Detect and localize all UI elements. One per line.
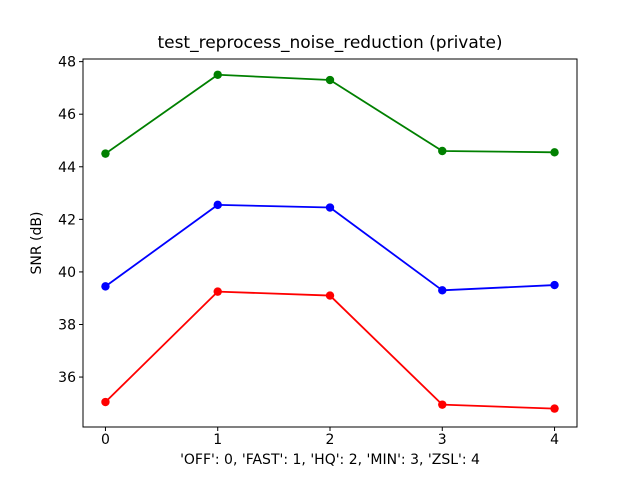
green-series-marker: [101, 149, 110, 158]
red-series-line: [104, 290, 556, 410]
blue-series-marker: [213, 200, 222, 210]
y-tick-label: 42: [58, 212, 76, 228]
green-series-line: [104, 73, 556, 155]
y-axis-ticks: 36 38 40 42 44 46 48: [58, 55, 83, 386]
green-series-marker: [325, 75, 335, 85]
x-tick-label: 4: [550, 432, 559, 448]
y-tick-label: 38: [58, 317, 76, 333]
x-axis-ticks: 0 1 2 3 4: [101, 427, 559, 448]
blue-series-marker: [325, 203, 335, 212]
x-tick-label: 2: [326, 432, 335, 448]
y-tick-label: 36: [58, 370, 76, 386]
x-tick-label: 0: [101, 432, 110, 448]
blue-series-marker: [438, 286, 447, 295]
red-series-marker: [101, 397, 110, 407]
y-tick-label: 48: [58, 55, 76, 71]
y-axis-label: SNR (dB): [29, 211, 45, 275]
y-tick-label: 44: [58, 160, 76, 176]
blue-series: [101, 200, 559, 295]
x-tick-label: 1: [213, 432, 222, 448]
red-series-marker: [325, 291, 335, 300]
red-series: [101, 287, 559, 413]
red-series-marker: [213, 287, 222, 296]
green-series-marker: [213, 70, 222, 79]
blue-series-marker: [550, 280, 559, 290]
blue-series-marker: [101, 282, 110, 291]
y-tick-label: 46: [58, 107, 76, 123]
red-series-marker: [550, 404, 559, 413]
green-series: [101, 70, 559, 158]
red-series-marker: [438, 400, 447, 409]
blue-series-line: [104, 203, 556, 292]
x-tick-label: 3: [438, 432, 447, 448]
axes-frame: [82, 58, 578, 428]
y-tick-label: 40: [58, 265, 76, 281]
green-series-marker: [438, 146, 447, 156]
chart-title: test_reprocess_noise_reduction (private): [157, 33, 503, 53]
x-axis-label: 'OFF': 0, 'FAST': 1, 'HQ': 2, 'MIN': 3, …: [180, 452, 480, 468]
green-series-marker: [550, 148, 559, 157]
